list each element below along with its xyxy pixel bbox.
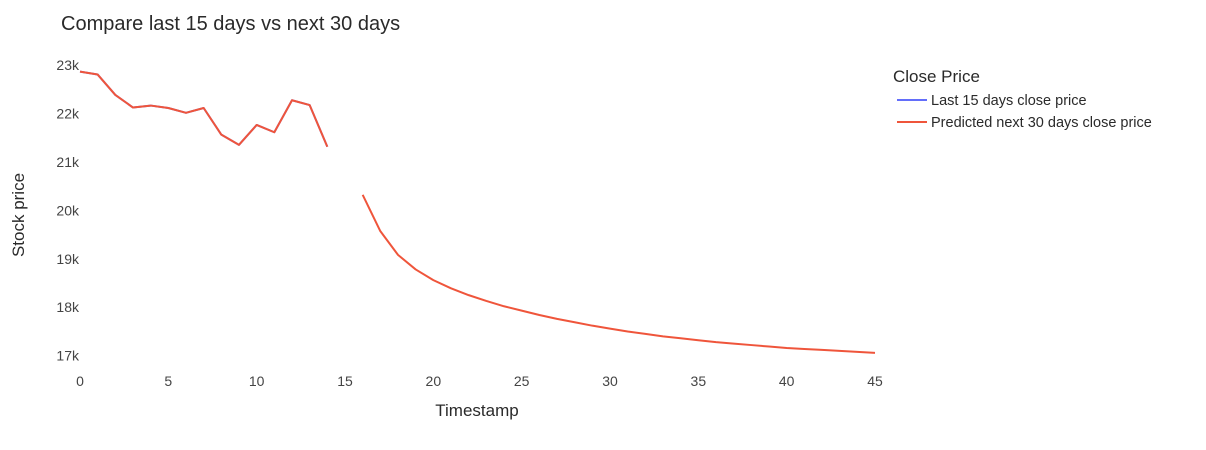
x-axis-title: Timestamp bbox=[435, 401, 518, 420]
y-tick-label: 23k bbox=[56, 57, 80, 73]
y-tick-label: 22k bbox=[56, 105, 80, 121]
x-tick-label: 10 bbox=[249, 373, 265, 389]
x-tick-label: 25 bbox=[514, 373, 530, 389]
y-tick-label: 19k bbox=[56, 251, 80, 267]
series-layer bbox=[79, 70, 876, 354]
x-tick-label: 20 bbox=[426, 373, 442, 389]
y-tick-label: 20k bbox=[56, 202, 80, 218]
legend-item-predicted-30[interactable]: Predicted next 30 days close price bbox=[897, 115, 1152, 131]
chart-title: Compare last 15 days vs next 30 days bbox=[61, 13, 400, 35]
x-tick-label: 0 bbox=[76, 373, 84, 389]
y-tick-label: 21k bbox=[56, 154, 80, 170]
y-tick-label: 17k bbox=[56, 348, 80, 364]
y-axis: 17k 18k 19k 20k 21k 22k 23k bbox=[56, 57, 80, 364]
plot-area bbox=[79, 70, 876, 354]
x-tick-label: 30 bbox=[602, 373, 618, 389]
x-tick-label: 40 bbox=[779, 373, 795, 389]
legend-item-last-15[interactable]: Last 15 days close price bbox=[897, 93, 1087, 109]
legend: Close Price Last 15 days close price Pre… bbox=[893, 67, 1152, 131]
y-axis-title: Stock price bbox=[9, 173, 28, 257]
x-tick-label: 5 bbox=[164, 373, 172, 389]
y-tick-label: 18k bbox=[56, 299, 80, 315]
legend-label-last-15: Last 15 days close price bbox=[931, 93, 1087, 109]
x-axis: 0 5 10 15 20 25 30 35 40 45 bbox=[76, 373, 883, 389]
series-line-1[interactable] bbox=[79, 70, 876, 354]
x-tick-label: 15 bbox=[337, 373, 353, 389]
legend-label-predicted-30: Predicted next 30 days close price bbox=[931, 115, 1152, 131]
x-tick-label: 45 bbox=[867, 373, 883, 389]
legend-title: Close Price bbox=[893, 67, 980, 86]
x-tick-label: 35 bbox=[691, 373, 707, 389]
